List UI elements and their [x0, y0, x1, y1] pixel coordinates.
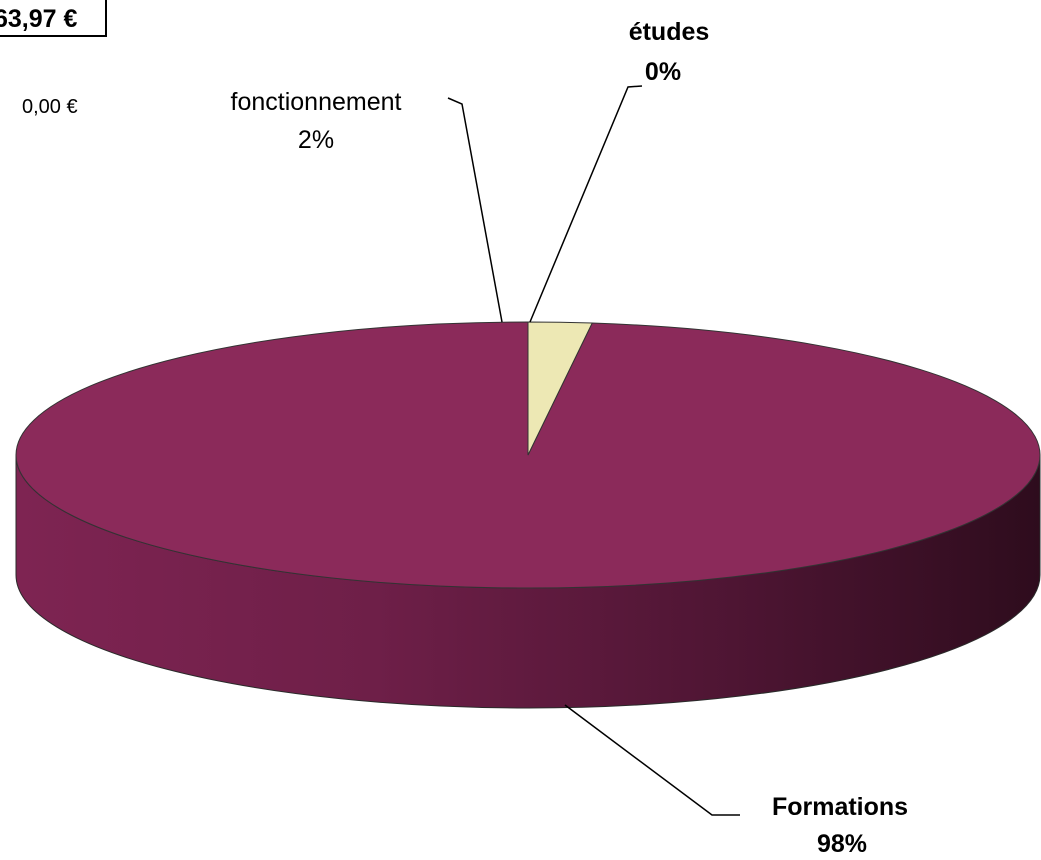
- slice-label-pct-formations: 98%: [817, 830, 867, 858]
- total-box: 63,97 €: [0, 0, 107, 37]
- slice-label-name-etudes: études: [629, 18, 710, 46]
- leader-line-etudes: [529, 85, 643, 323]
- side-value: 0,00 €: [22, 96, 78, 118]
- leader-line-fonctionnement: [447, 97, 503, 323]
- leader-line-formations: [564, 704, 740, 816]
- total-box-frame: [0, 0, 107, 37]
- slice-label-pct-etudes: 0%: [645, 58, 681, 86]
- slice-label-name-formations: Formations: [772, 793, 908, 821]
- slice-label-name-fonctionnement: fonctionnement: [231, 88, 402, 116]
- slice-label-pct-fonctionnement: 2%: [298, 126, 334, 154]
- pie-slices: [15, 321, 1041, 589]
- total-value: 63,97 €: [0, 5, 78, 33]
- leader-lines: [447, 85, 740, 816]
